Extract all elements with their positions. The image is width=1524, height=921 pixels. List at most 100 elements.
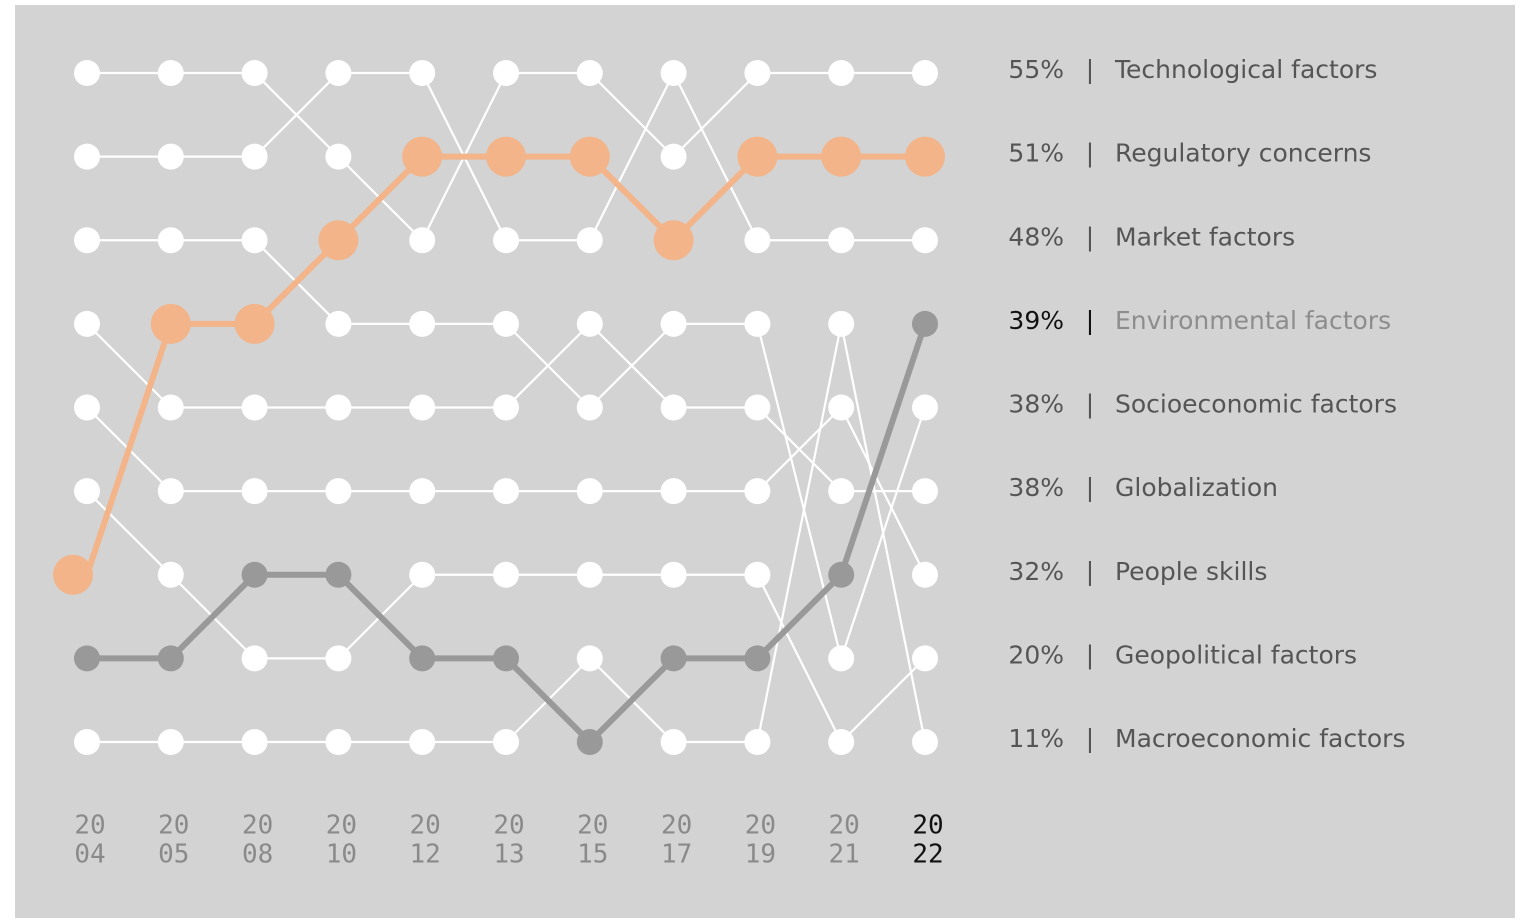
x-tick-label: 04 [74, 840, 105, 870]
series-dot [241, 60, 268, 86]
x-tick-label: 20 [158, 811, 189, 841]
series-dot [241, 227, 268, 254]
separator: | [1086, 473, 1094, 502]
end-value-label: 20% [1008, 640, 1064, 669]
series-dot [53, 554, 93, 595]
series-dot [576, 561, 603, 588]
series-dot [74, 645, 100, 672]
series-name: Technological factors [1114, 55, 1377, 84]
x-tick-label: 20 [242, 811, 273, 841]
series-dot [744, 561, 771, 588]
x-tick-label: 20 [493, 811, 524, 841]
separator: | [1086, 557, 1094, 586]
end-value-label: 11% [1008, 724, 1064, 753]
series-dot [828, 478, 855, 505]
x-tick-label: 20 [326, 811, 357, 841]
x-tick-label: 20 [410, 811, 441, 841]
series-dot [157, 227, 184, 254]
series-dot [660, 729, 687, 755]
series-dot [74, 310, 100, 337]
series-dot [493, 645, 519, 672]
series-dot [241, 645, 268, 672]
series-dot [157, 561, 184, 588]
series-dot [569, 136, 610, 177]
series-dot [744, 227, 771, 254]
x-tick-label: 20 [661, 811, 692, 841]
series-dot [409, 729, 436, 755]
series-dot [318, 220, 359, 261]
series-dot [912, 645, 938, 672]
series-dot [576, 310, 603, 337]
x-tick-label: 21 [829, 840, 860, 870]
series-dot [912, 310, 938, 337]
series-dot [744, 394, 771, 421]
series-dot [74, 227, 100, 254]
series-dot [660, 561, 687, 588]
series-dot [828, 60, 855, 86]
series-dot [493, 478, 519, 505]
series-dot [157, 60, 184, 86]
series-dot [828, 729, 855, 755]
x-tick-label: 08 [242, 840, 273, 870]
series-name: Globalization [1115, 473, 1278, 502]
x-tick-label: 20 [577, 811, 608, 841]
series-name: Geopolitical factors [1115, 640, 1357, 669]
end-value-label: 38% [1008, 473, 1064, 502]
series-dot [828, 394, 855, 421]
x-tick-label: 13 [493, 840, 524, 870]
series-dot [493, 310, 519, 337]
separator: | [1086, 724, 1094, 753]
series-dot [660, 143, 687, 170]
series-dot [660, 394, 687, 421]
series-dot [744, 729, 771, 755]
x-tick-label: 22 [912, 840, 943, 870]
x-tick-label: 15 [577, 840, 608, 870]
series-dot [912, 478, 938, 505]
series-dot [241, 394, 268, 421]
series-dot [157, 729, 184, 755]
series-dot [576, 729, 603, 755]
end-value-label: 48% [1008, 222, 1064, 251]
separator: | [1086, 222, 1094, 251]
end-value-label: 39% [1008, 306, 1064, 335]
series-dot [737, 136, 778, 177]
series-dot [486, 136, 526, 177]
series-dot [912, 60, 938, 86]
series-dot [493, 561, 519, 588]
series-dot [576, 478, 603, 505]
series-name: Socioeconomic factors [1115, 390, 1397, 419]
series-dot [157, 645, 184, 672]
series-dot [744, 478, 771, 505]
series-dot [409, 227, 436, 254]
series-dot [828, 227, 855, 254]
x-tick-label: 20 [745, 811, 776, 841]
series-dot [660, 478, 687, 505]
series-dot [576, 645, 603, 672]
series-dot [150, 303, 191, 344]
end-value-label: 38% [1008, 390, 1064, 419]
series-dot [74, 394, 100, 421]
x-tick-label: 20 [829, 811, 860, 841]
series-dot [912, 394, 938, 421]
series-dot [241, 729, 268, 755]
series-name: People skills [1115, 557, 1267, 586]
end-value-label: 51% [1008, 139, 1064, 168]
series-dot [660, 60, 687, 86]
series-name: Regulatory concerns [1115, 139, 1371, 168]
series-dot [157, 143, 184, 170]
series-dot [74, 478, 100, 505]
x-tick-label: 20 [912, 811, 943, 841]
x-tick-label: 10 [326, 840, 357, 870]
series-dot [325, 645, 352, 672]
separator: | [1086, 306, 1094, 335]
series-dot [660, 645, 687, 672]
series-dot [74, 729, 100, 755]
series-dot [74, 60, 100, 86]
series-dot [409, 394, 436, 421]
series-dot [653, 220, 694, 261]
series-dot [493, 729, 519, 755]
separator: | [1086, 139, 1094, 168]
series-dot [241, 561, 268, 588]
series-dot [325, 561, 352, 588]
